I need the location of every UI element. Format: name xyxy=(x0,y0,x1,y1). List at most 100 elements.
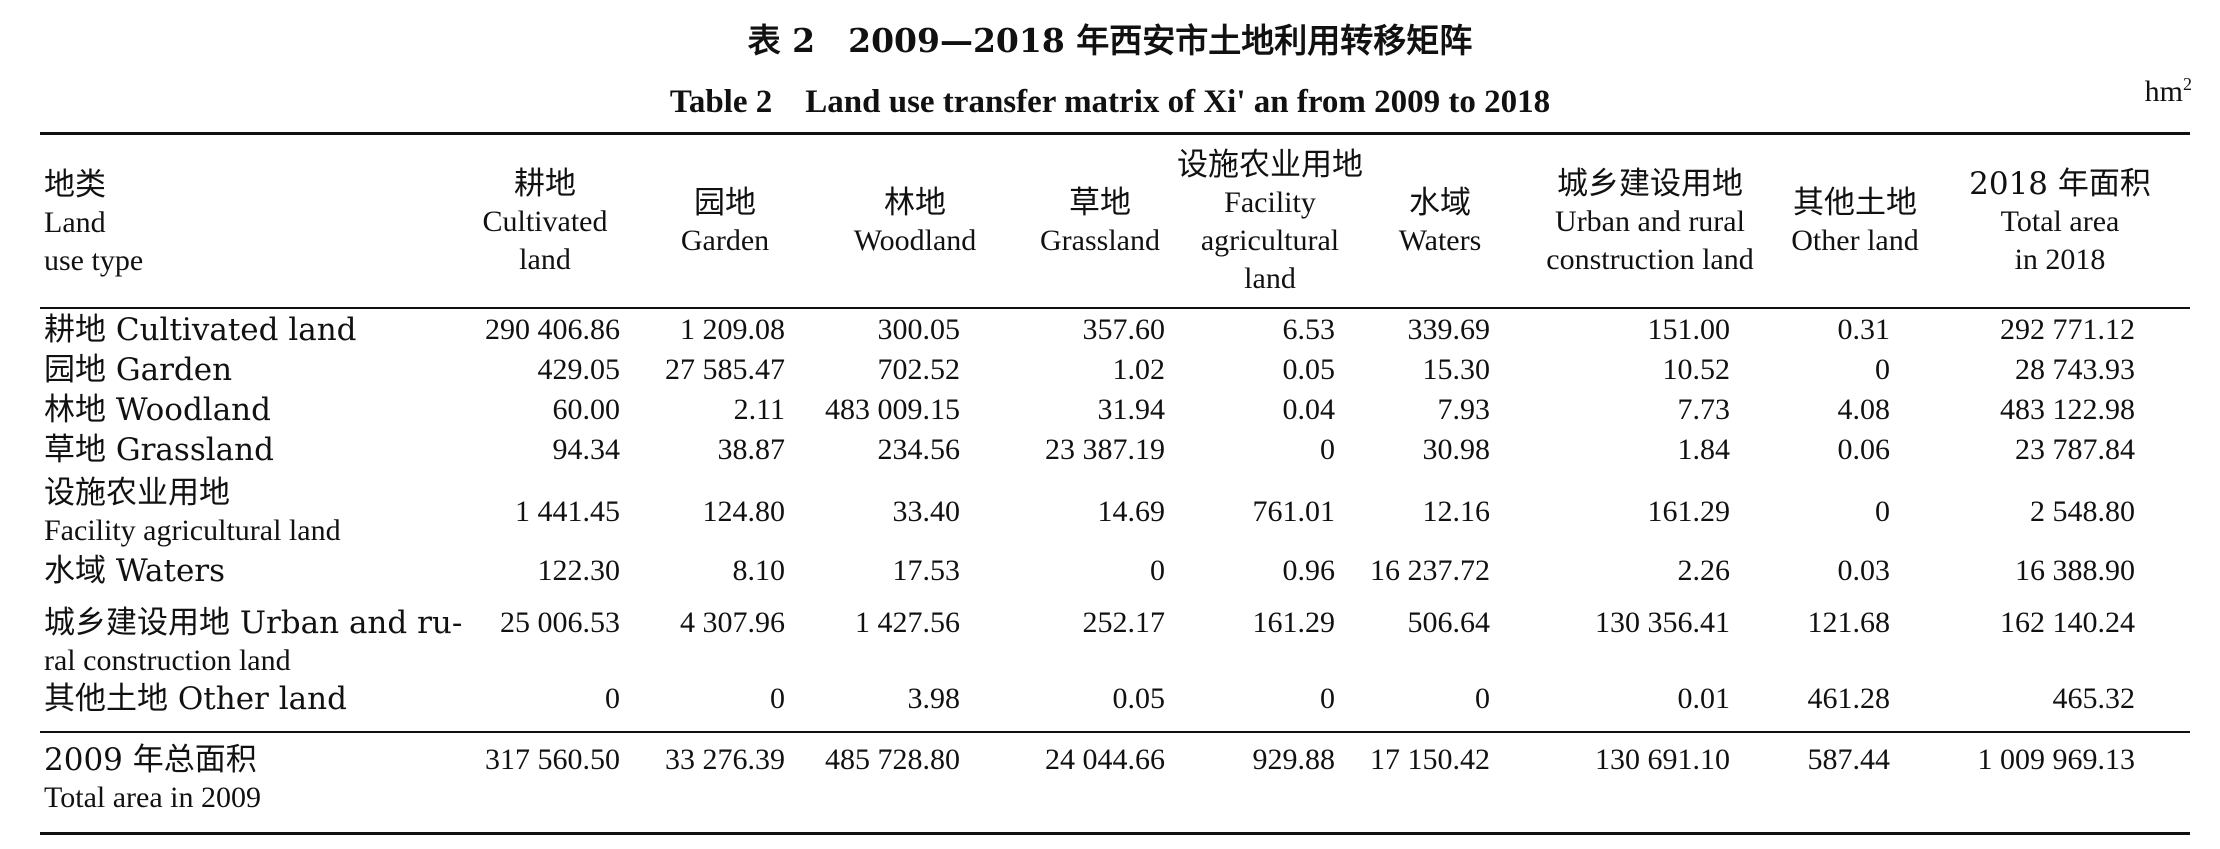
header-rule xyxy=(40,307,2190,309)
row-1-cell-7: 10.52 xyxy=(1662,353,1731,386)
row-0-cell-9: 292 771.12 xyxy=(2000,313,2135,346)
total-row-label: 2009 年总面积 xyxy=(44,742,257,778)
row-2-cell-5: 0.04 xyxy=(1282,393,1336,426)
row-3-cell-5: 0 xyxy=(1320,433,1335,466)
row-3-cell-9: 23 787.84 xyxy=(2015,433,2135,466)
row-2-cell-3: 483 009.15 xyxy=(825,393,960,426)
row-6-label: 城乡建设用地 Urban and ru- xyxy=(44,605,463,641)
row-6-cell-4: 252.17 xyxy=(1082,606,1166,639)
total-row-cell-5: 929.88 xyxy=(1252,743,1336,776)
row-7-cell-9: 465.32 xyxy=(2052,682,2136,715)
header-0-line-1: Land xyxy=(44,206,106,239)
row-6-cell-3: 1 427.56 xyxy=(855,606,960,639)
header-8-line-1: Other land xyxy=(1791,224,1919,257)
row-5-cell-9: 16 388.90 xyxy=(2015,554,2135,587)
row-0-cell-1: 290 406.86 xyxy=(485,313,620,346)
row-4-cell-2: 124.80 xyxy=(702,495,786,528)
header-5-line-2: agricultural xyxy=(1200,224,1340,257)
table-caption-chinese: 表 2 2009—2018 年西安市土地利用转移矩阵 xyxy=(747,21,1473,60)
row-6-cell-9: 162 140.24 xyxy=(2000,606,2135,639)
total-row-cell-9: 1 009 969.13 xyxy=(1977,743,2136,776)
row-2-cell-2: 2.11 xyxy=(733,393,785,426)
header-1-line-1: Cultivated xyxy=(482,205,608,238)
row-5-cell-8: 0.03 xyxy=(1837,554,1891,587)
header-2-line-0: 园地 xyxy=(694,185,756,221)
row-1-cell-2: 27 585.47 xyxy=(665,353,785,386)
header-9-line-1: Total area xyxy=(2000,205,2120,238)
row-4-cell-5: 761.01 xyxy=(1252,495,1336,528)
row-1-cell-8: 0 xyxy=(1875,353,1890,386)
row-0-cell-4: 357.60 xyxy=(1082,313,1166,346)
header-6-line-1: Waters xyxy=(1398,224,1482,257)
row-0-cell-3: 300.05 xyxy=(877,313,961,346)
unit-base: hm xyxy=(2144,75,2183,108)
header-5-line-3: land xyxy=(1244,262,1296,295)
row-4-cell-1: 1 441.45 xyxy=(515,495,620,528)
total-row-cell-6: 17 150.42 xyxy=(1370,743,1490,776)
total-row-cell-8: 587.44 xyxy=(1807,743,1891,776)
row-5-cell-2: 8.10 xyxy=(732,554,786,587)
row-0-cell-8: 0.31 xyxy=(1837,313,1891,346)
header-4-line-0: 草地 xyxy=(1069,185,1131,221)
row-1-cell-5: 0.05 xyxy=(1282,353,1336,386)
header-7-line-0: 城乡建设用地 xyxy=(1557,166,1743,202)
row-6-cell-1: 25 006.53 xyxy=(500,606,620,639)
row-2-cell-9: 483 122.98 xyxy=(2000,393,2135,426)
header-4-line-1: Grassland xyxy=(1040,224,1160,257)
row-3-cell-3: 234.56 xyxy=(877,433,961,466)
row-7-label: 其他土地 Other land xyxy=(44,681,347,717)
row-7-cell-7: 0.01 xyxy=(1677,682,1731,715)
row-0-cell-7: 151.00 xyxy=(1647,313,1731,346)
header-7-line-2: construction land xyxy=(1546,243,1754,276)
row-2-cell-4: 31.94 xyxy=(1097,393,1166,426)
top-rule xyxy=(40,132,2190,135)
row-6-cell-6: 506.64 xyxy=(1407,606,1491,639)
row-1-cell-6: 15.30 xyxy=(1422,353,1491,386)
table-caption-english: Table 2 Land use transfer matrix of Xi' … xyxy=(669,84,1551,120)
row-6-cell-5: 161.29 xyxy=(1252,606,1336,639)
header-1-line-2: land xyxy=(519,243,571,276)
row-3-cell-1: 94.34 xyxy=(552,433,621,466)
row-3-cell-8: 0.06 xyxy=(1837,433,1891,466)
row-5-cell-4: 0 xyxy=(1150,554,1165,587)
header-5-line-0: 设施农业用地 xyxy=(1177,147,1363,183)
header-3-line-1: Woodland xyxy=(853,224,977,257)
row-6-label-cont: ral construction land xyxy=(44,644,291,677)
row-2-cell-1: 60.00 xyxy=(552,393,621,426)
row-7-cell-2: 0 xyxy=(770,682,785,715)
row-7-cell-8: 461.28 xyxy=(1807,682,1891,715)
header-2-line-1: Garden xyxy=(680,224,770,257)
row-4-label-cont: Facility agricultural land xyxy=(44,514,341,547)
row-0-cell-5: 6.53 xyxy=(1282,313,1336,346)
row-4-cell-7: 161.29 xyxy=(1647,495,1731,528)
row-7-cell-5: 0 xyxy=(1320,682,1335,715)
row-1-cell-9: 28 743.93 xyxy=(2015,353,2135,386)
row-1-cell-1: 429.05 xyxy=(537,353,621,386)
row-4-cell-9: 2 548.80 xyxy=(2030,495,2135,528)
row-1-cell-4: 1.02 xyxy=(1112,353,1166,386)
row-2-cell-8: 4.08 xyxy=(1837,393,1891,426)
total-row-cell-4: 24 044.66 xyxy=(1045,743,1165,776)
row-2-cell-7: 7.73 xyxy=(1677,393,1731,426)
unit-superscript: 2 xyxy=(2183,74,2192,94)
row-5-label: 水域 Waters xyxy=(44,553,226,589)
row-7-cell-1: 0 xyxy=(605,682,620,715)
row-3-label: 草地 Grassland xyxy=(44,432,274,468)
row-4-cell-8: 0 xyxy=(1875,495,1890,528)
header-5-line-1: Facility xyxy=(1224,186,1316,219)
header-9-line-2: in 2018 xyxy=(2014,243,2106,276)
row-5-cell-5: 0.96 xyxy=(1282,554,1336,587)
row-3-cell-4: 23 387.19 xyxy=(1045,433,1165,466)
row-6-cell-7: 130 356.41 xyxy=(1595,606,1730,639)
row-0-cell-2: 1 209.08 xyxy=(680,313,785,346)
row-3-cell-6: 30.98 xyxy=(1422,433,1491,466)
row-6-cell-2: 4 307.96 xyxy=(680,606,785,639)
total-rule xyxy=(40,731,2190,733)
header-0-line-2: use type xyxy=(44,244,144,277)
header-1-line-0: 耕地 xyxy=(514,166,576,202)
header-6-line-0: 水域 xyxy=(1409,185,1471,221)
row-5-cell-3: 17.53 xyxy=(892,554,961,587)
bottom-rule xyxy=(40,832,2190,835)
total-row-cell-7: 130 691.10 xyxy=(1595,743,1730,776)
header-0-line-0: 地类 xyxy=(44,167,106,203)
